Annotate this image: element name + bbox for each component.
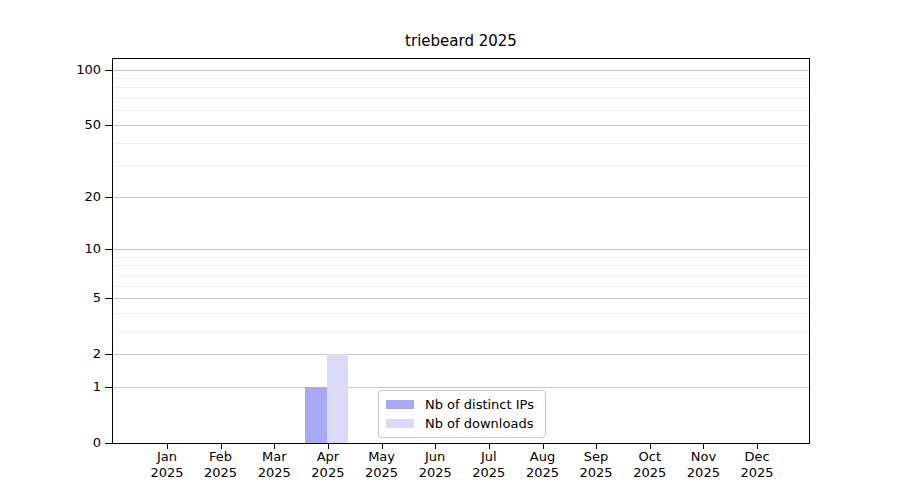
y-tick-mark — [105, 249, 112, 250]
y-tick-mark — [105, 125, 112, 126]
x-tick-label: Nov2025 — [673, 449, 733, 481]
y-tick-mark — [105, 197, 112, 198]
x-tick-mark — [489, 444, 490, 449]
gridline-minor — [113, 87, 809, 88]
x-tick-label: Mar2025 — [244, 449, 304, 481]
x-tick-month: May — [352, 449, 412, 465]
x-tick-month: Feb — [191, 449, 251, 465]
x-tick-label: Sep2025 — [566, 449, 626, 481]
x-tick-month: Jan — [137, 449, 197, 465]
legend-label-downloads: Nb of downloads — [425, 417, 533, 431]
gridline-minor — [113, 313, 809, 314]
y-tick-mark — [105, 387, 112, 388]
gridline-major — [113, 387, 809, 388]
x-tick-year: 2025 — [137, 465, 197, 481]
x-tick-mark — [274, 444, 275, 449]
x-tick-label: Jun2025 — [405, 449, 465, 481]
x-tick-month: Nov — [673, 449, 733, 465]
x-tick-year: 2025 — [191, 465, 251, 481]
x-tick-month: Jul — [459, 449, 519, 465]
y-tick-label: 5 — [0, 290, 101, 306]
x-tick-mark — [382, 444, 383, 449]
y-tick-mark — [105, 443, 112, 444]
gridline-minor — [113, 110, 809, 111]
gridline-major — [113, 125, 809, 126]
y-tick-mark — [105, 70, 112, 71]
x-tick-year: 2025 — [673, 465, 733, 481]
x-tick-year: 2025 — [566, 465, 626, 481]
x-tick-year: 2025 — [459, 465, 519, 481]
gridline-major — [113, 197, 809, 198]
x-tick-month: Mar — [244, 449, 304, 465]
x-tick-mark — [703, 444, 704, 449]
x-tick-month: Sep — [566, 449, 626, 465]
x-tick-month: Apr — [298, 449, 358, 465]
y-tick-label: 20 — [0, 189, 101, 205]
chart-figure: triebeard 2025 Nb of distinct IPs Nb of … — [0, 0, 900, 500]
y-tick-label: 0 — [0, 435, 101, 451]
x-tick-label: Oct2025 — [620, 449, 680, 481]
gridline-minor — [113, 98, 809, 99]
y-tick-mark — [105, 354, 112, 355]
legend: Nb of distinct IPs Nb of downloads — [378, 390, 546, 438]
y-tick-label: 10 — [0, 241, 101, 257]
chart-title: triebeard 2025 — [113, 31, 809, 51]
x-tick-year: 2025 — [620, 465, 680, 481]
x-tick-year: 2025 — [352, 465, 412, 481]
x-tick-label: Jan2025 — [137, 449, 197, 481]
x-tick-year: 2025 — [298, 465, 358, 481]
y-tick-label: 1 — [0, 379, 101, 395]
bar-downloads — [327, 354, 349, 443]
x-tick-month: Oct — [620, 449, 680, 465]
bar-distinct-ips — [305, 387, 327, 443]
y-tick-mark — [105, 298, 112, 299]
gridline-minor — [113, 265, 809, 266]
x-tick-label: Apr2025 — [298, 449, 358, 481]
x-tick-month: Aug — [513, 449, 573, 465]
gridline-minor — [113, 286, 809, 287]
x-tick-year: 2025 — [405, 465, 465, 481]
x-tick-year: 2025 — [244, 465, 304, 481]
x-tick-label: Jul2025 — [459, 449, 519, 481]
gridline-minor — [113, 78, 809, 79]
x-tick-mark — [757, 444, 758, 449]
legend-label-distinct-ips: Nb of distinct IPs — [425, 398, 534, 412]
gridline-minor — [113, 257, 809, 258]
gridline-major — [113, 298, 809, 299]
x-tick-mark — [435, 444, 436, 449]
x-tick-mark — [221, 444, 222, 449]
gridline-minor — [113, 275, 809, 276]
x-tick-month: Dec — [727, 449, 787, 465]
x-tick-year: 2025 — [513, 465, 573, 481]
plot-area: Nb of distinct IPs Nb of downloads — [112, 58, 810, 444]
x-tick-mark — [167, 444, 168, 449]
x-tick-year: 2025 — [727, 465, 787, 481]
gridline-minor — [113, 331, 809, 332]
gridline-major — [113, 70, 809, 71]
y-tick-label: 100 — [0, 62, 101, 78]
x-tick-label: Aug2025 — [513, 449, 573, 481]
gridline-minor — [113, 165, 809, 166]
gridline-major — [113, 249, 809, 250]
x-tick-mark — [328, 444, 329, 449]
y-tick-label: 50 — [0, 117, 101, 133]
x-tick-label: Dec2025 — [727, 449, 787, 481]
x-tick-label: May2025 — [352, 449, 412, 481]
legend-item-distinct-ips: Nb of distinct IPs — [386, 398, 545, 412]
x-tick-month: Jun — [405, 449, 465, 465]
legend-swatch-downloads — [386, 419, 414, 428]
y-tick-label: 2 — [0, 346, 101, 362]
gridline-major — [113, 354, 809, 355]
legend-swatch-distinct-ips — [386, 400, 414, 409]
x-tick-label: Feb2025 — [191, 449, 251, 481]
x-tick-mark — [543, 444, 544, 449]
x-tick-mark — [650, 444, 651, 449]
gridline-minor — [113, 143, 809, 144]
x-tick-mark — [596, 444, 597, 449]
legend-item-downloads: Nb of downloads — [386, 417, 545, 431]
